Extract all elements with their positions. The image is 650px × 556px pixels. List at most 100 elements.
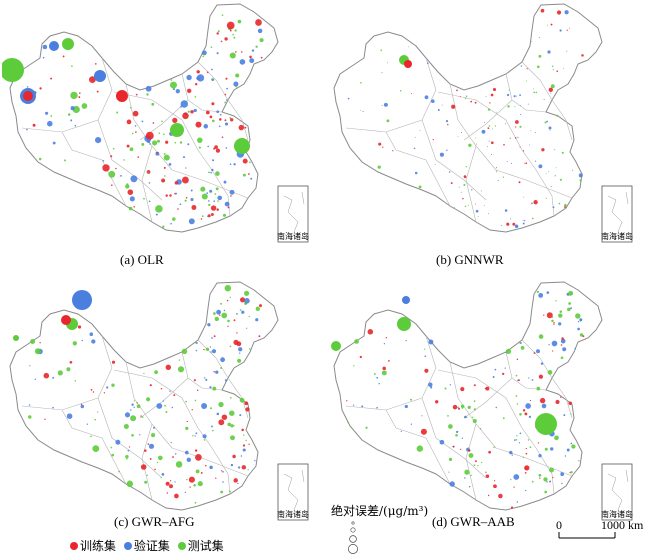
province-border [181,351,223,391]
station-point [213,147,216,150]
station-point [559,310,563,313]
station-point [70,91,78,100]
station-point [141,142,145,146]
station-point [515,438,518,441]
station-point [209,189,213,193]
station-point [141,416,144,418]
station-point [188,476,195,483]
station-point [255,45,258,48]
station-point [211,337,213,339]
station-point [193,379,196,382]
station-point [185,400,187,403]
station-point [165,411,168,413]
station-point [34,348,41,355]
station-point [538,37,540,39]
station-point [428,382,433,387]
station-point [449,384,452,386]
province-border [197,61,229,101]
station-point [215,187,219,191]
station-point [244,401,249,406]
station-point [215,171,220,176]
station-point [211,102,215,106]
china-map-a: 南海诸岛 [2,3,309,243]
station-point [202,55,204,58]
station-point [473,408,477,411]
station-point [518,442,521,444]
station-point [531,203,533,205]
station-point [495,167,498,169]
station-point [552,350,554,352]
station-point [445,120,449,123]
station-point [367,329,374,335]
province-border [385,131,451,207]
station-point [145,85,152,92]
station-point [217,200,219,202]
province-border [449,361,497,449]
station-point [194,435,196,437]
map-panel-c: 南海诸岛 (c) GWR–AFG [2,278,312,536]
station-point [120,174,122,177]
station-point [192,435,194,437]
station-point [509,137,512,140]
station-point [510,478,512,481]
station-point [484,387,487,390]
station-point [360,110,362,111]
station-point [229,410,235,416]
station-point [465,416,468,418]
station-point [556,10,562,15]
station-point [209,407,213,410]
station-point [546,481,548,483]
station-point [211,119,215,123]
station-point [129,147,134,152]
station-point [111,184,113,186]
station-point [149,143,151,145]
station-point [531,41,533,43]
station-point [213,335,216,338]
station-point [209,465,213,470]
station-point [241,428,244,432]
station-point [552,476,554,479]
station-point [78,96,81,99]
station-point [248,315,250,318]
station-point [560,472,565,477]
station-point [554,149,556,151]
station-point [558,322,562,326]
station-point [548,344,550,346]
station-point [74,124,77,127]
station-point [481,129,486,134]
station-point [239,59,246,65]
station-point [195,454,202,461]
station-point [207,215,209,218]
station-point [405,339,407,342]
station-point [376,406,378,409]
station-point [169,480,172,482]
station-point [198,146,201,149]
station-point [224,93,227,96]
station-point [474,101,477,104]
station-point [525,403,531,409]
station-point [203,348,205,351]
station-point [483,121,485,123]
station-point [539,477,541,479]
station-point [421,415,423,417]
station-point [213,371,215,373]
station-point [229,29,232,32]
station-point [170,81,177,89]
size-legend-title: 绝对误差/(μg/m³) [331,504,429,518]
station-point [209,346,212,348]
station-point [452,446,455,448]
station-point [228,490,231,493]
station-point [238,347,243,352]
station-point [534,160,537,162]
station-point [564,203,567,207]
station-point [386,119,390,123]
station-point [494,125,497,127]
station-point [188,218,195,225]
station-point [175,89,180,94]
station-point [490,93,494,97]
station-point [208,200,210,202]
station-point [57,370,63,376]
panel-caption-b: (b) GNNWR [436,252,504,267]
map-panel-d: 南海诸岛 (d) GWR–AAB [326,278,636,536]
station-point [187,88,192,94]
